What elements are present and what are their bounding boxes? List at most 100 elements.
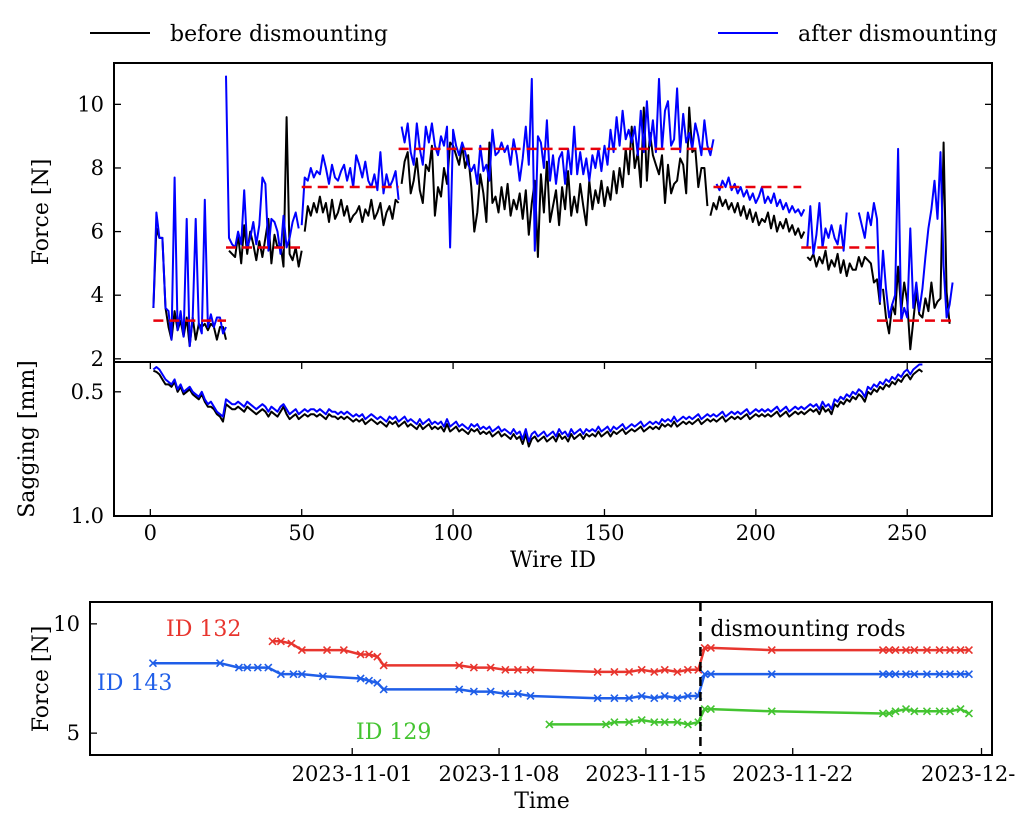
time-id-143-point <box>486 687 495 696</box>
force-after-dismounting-segment-3 <box>400 77 715 252</box>
time-x-label: Time <box>514 789 570 814</box>
time-id-132-point <box>945 646 955 655</box>
time-id-143-point <box>956 670 965 679</box>
time-id-132-point <box>593 667 602 677</box>
time-id-129-line <box>549 707 970 726</box>
time-id-143-point <box>513 689 522 698</box>
time-id-143-point <box>593 694 602 703</box>
time-id-143-point <box>891 670 900 679</box>
force-before-dismounting-segment-2 <box>303 195 400 232</box>
wire-id-xtick-label: 150 <box>584 521 624 545</box>
time-id-129-point <box>660 718 669 727</box>
time-id-132-point <box>513 665 522 674</box>
time-id-132-point <box>526 665 535 674</box>
time-id-143-point <box>660 691 669 701</box>
time-id-129-point <box>922 707 932 716</box>
time-id-132-point <box>956 646 965 655</box>
time-id-132-point <box>964 646 973 655</box>
series-label-id129: ID 129 <box>356 720 431 745</box>
time-id-129-point <box>901 705 911 714</box>
time-id-143-point <box>455 685 464 694</box>
time-id-129-point <box>891 707 900 716</box>
time-id-132-point <box>455 661 464 670</box>
time-xtick-label: 2023-11-15 <box>585 762 706 786</box>
force-after-dismounting-segment-0 <box>152 176 227 348</box>
time-id-132-point <box>878 646 887 655</box>
time-id-132-point <box>935 646 944 655</box>
time-id-132-point <box>373 652 382 661</box>
time-ytick-label: 5 <box>67 721 80 745</box>
time-y-label: Force [N] <box>29 626 54 733</box>
time-id-143-point <box>253 663 262 672</box>
dismounting-rods-label: dismounting rods <box>710 617 905 642</box>
time-id-143-point <box>264 663 273 672</box>
time-id-129-point <box>610 718 619 727</box>
force-before-dismounting-segment-1 <box>228 116 303 268</box>
time-id-129-point <box>935 707 944 716</box>
time-id-143-point <box>276 670 285 679</box>
time-id-132-point <box>268 637 277 646</box>
force-panel: 2 4 6 8 10 Force [N] <box>29 62 993 371</box>
time-id-132-point <box>910 646 919 655</box>
time-id-132-point <box>700 643 709 652</box>
time-id-143-point <box>637 691 646 701</box>
time-id-143-point <box>610 694 619 703</box>
time-id-143-point <box>767 670 776 679</box>
time-id-132-point <box>673 667 682 677</box>
time-id-143-point <box>501 689 510 698</box>
time-id-132-point <box>469 663 478 672</box>
time-id-143-point <box>964 670 973 679</box>
time-id-143-line <box>152 661 969 700</box>
wire-id-xtick-label: 0 <box>144 521 157 545</box>
time-id-143-point <box>935 670 944 679</box>
time-id-143-point <box>673 694 682 703</box>
series-label-id143: ID 143 <box>97 671 172 696</box>
time-id-132-point <box>322 646 332 655</box>
wire-id-xtick-label: 100 <box>433 521 473 545</box>
time-id-132-point <box>625 667 634 677</box>
sagging-panel: 1.0 0.5 0 50 100 150 200 250 Sagging [mm] Wire … <box>15 360 993 573</box>
time-id-132-point <box>901 646 911 655</box>
time-id-132-line <box>272 640 969 674</box>
sagging-before-dismounting-line <box>153 368 924 448</box>
time-id-143-point <box>650 694 659 703</box>
force-y-label: Force [N] <box>29 159 54 266</box>
force-after-dismounting-segment-4 <box>715 176 806 217</box>
time-id-143-point <box>683 691 692 701</box>
time-id-129-point <box>945 707 955 716</box>
time-id-143-point <box>901 670 911 679</box>
time-id-132-point <box>706 643 715 652</box>
force-ytick-label: 8 <box>91 156 104 180</box>
time-id-132-point <box>364 650 374 659</box>
time-id-129-point <box>706 705 715 714</box>
time-id-143-point <box>945 670 955 679</box>
time-id-132-point <box>486 663 495 672</box>
wire-id-xtick-label: 200 <box>736 521 776 545</box>
time-id-143-point <box>373 678 382 687</box>
force-after-dismounting-segment-6 <box>857 147 954 322</box>
sagging-ytick-label: 1.0 <box>71 504 104 528</box>
time-id-132-point <box>610 667 619 677</box>
time-id-132-point <box>650 667 659 677</box>
time-id-143-point <box>625 694 634 703</box>
wire-id-x-label: Wire ID <box>510 548 596 573</box>
time-id-129-point <box>625 718 634 727</box>
time-id-129-point <box>601 720 611 729</box>
time-id-132-point <box>922 646 932 655</box>
wire-id-xtick-label: 250 <box>887 521 927 545</box>
force-before-dismounting-segment-5 <box>806 249 881 305</box>
time-id-132-point <box>891 646 900 655</box>
time-id-132-point <box>379 661 388 670</box>
time-id-132-point <box>276 637 285 646</box>
time-id-132-point <box>339 646 348 655</box>
time-id-132-point <box>767 646 776 655</box>
time-id-132-point <box>356 650 365 659</box>
sagging-y-label: Sagging [mm] <box>15 360 40 518</box>
time-id-129-point <box>767 707 776 716</box>
time-id-143-point <box>243 663 252 672</box>
time-id-132-point <box>501 665 510 674</box>
force-after-dismounting-segment-5 <box>806 202 848 255</box>
time-id-129-point <box>700 705 709 714</box>
legend-label-after: after dismounting <box>798 22 998 47</box>
